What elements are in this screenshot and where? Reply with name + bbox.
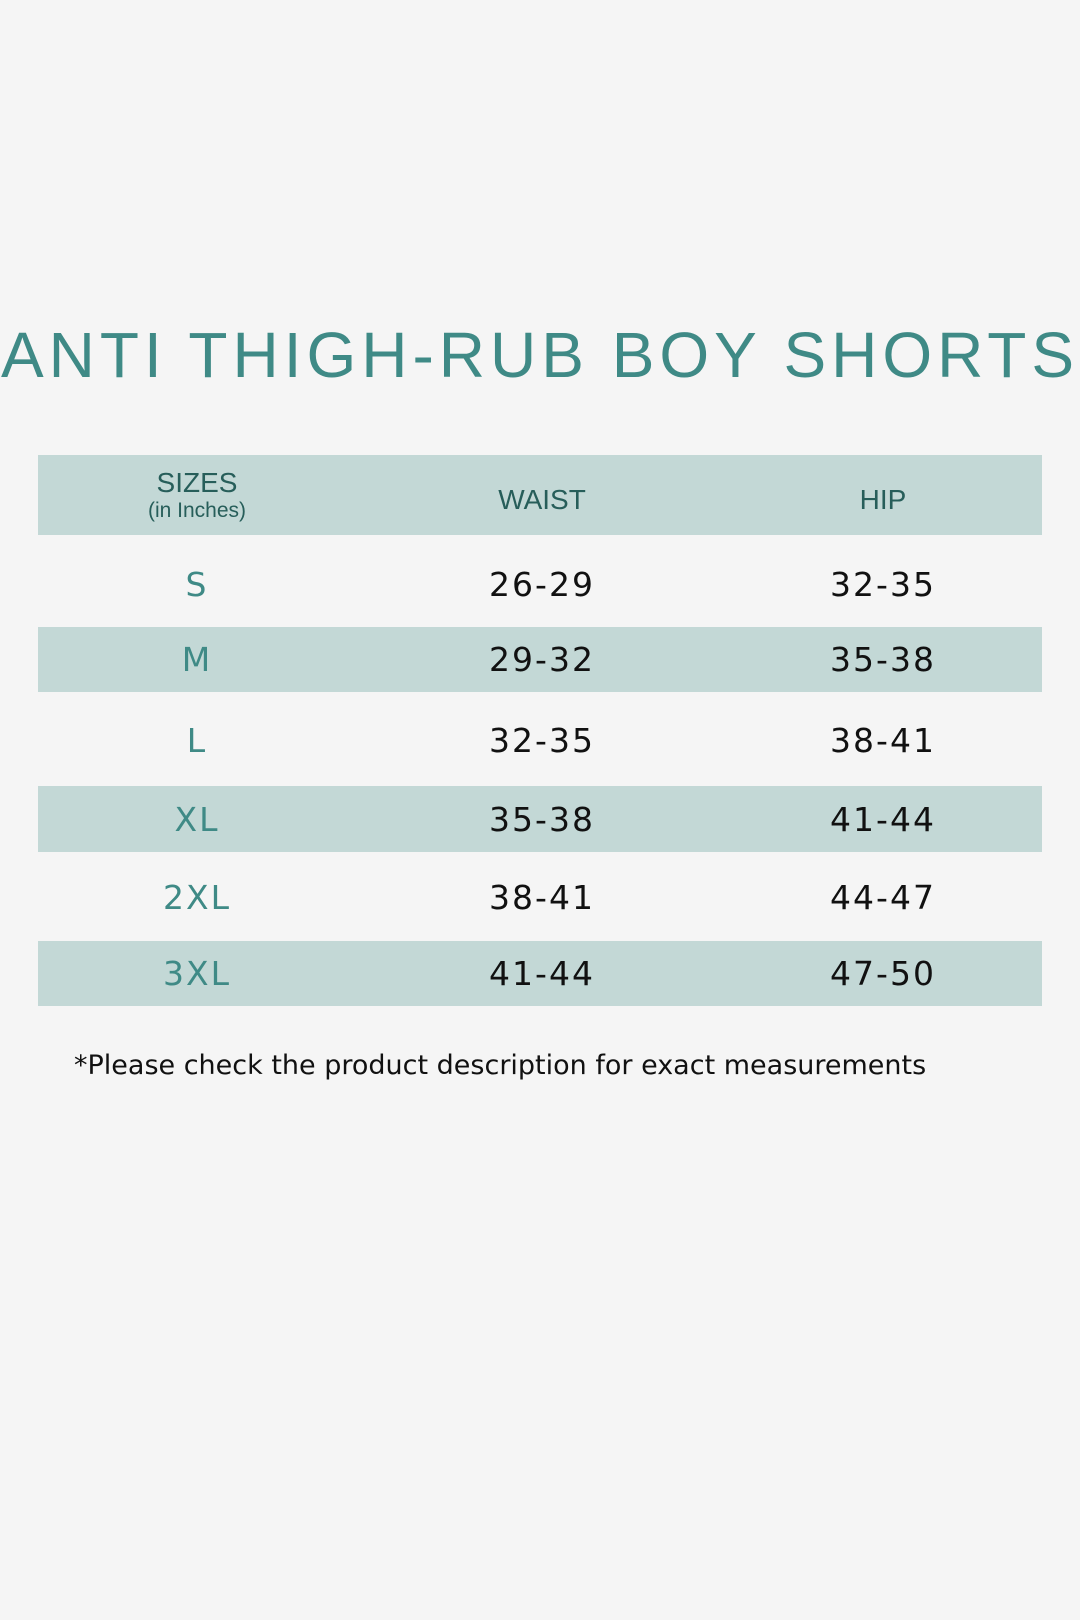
header-hip: HIP xyxy=(859,484,907,515)
table-row: S 26-29 32-35 xyxy=(38,547,1042,622)
waist-cell: 41-44 xyxy=(489,954,595,993)
hip-cell: 35-38 xyxy=(830,640,936,679)
waist-cell: 29-32 xyxy=(489,640,595,679)
hip-cell: 38-41 xyxy=(830,721,936,760)
footnote: *Please check the product description fo… xyxy=(74,1050,927,1081)
waist-cell: 26-29 xyxy=(489,565,595,604)
table-row: XL 35-38 41-44 xyxy=(38,786,1042,852)
hip-cell: 44-47 xyxy=(830,878,936,917)
size-cell: 2XL xyxy=(163,878,231,917)
table-row: M 29-32 35-38 xyxy=(38,627,1042,692)
waist-cell: 38-41 xyxy=(489,878,595,917)
table-row: L 32-35 38-41 xyxy=(38,703,1042,778)
header-sizes: SIZES (in Inches) xyxy=(38,455,356,535)
table-header: SIZES (in Inches) WAIST HIP xyxy=(38,455,1042,535)
waist-cell: 35-38 xyxy=(489,799,595,839)
hip-cell: 47-50 xyxy=(830,954,936,993)
hip-cell: 32-35 xyxy=(830,565,936,604)
size-cell: XL xyxy=(174,799,220,839)
size-cell: M xyxy=(181,640,213,679)
size-cell: L xyxy=(186,721,208,760)
page-title: ANTI THIGH-RUB BOY SHORTS xyxy=(0,319,1080,391)
header-sizes-sublabel: (in Inches) xyxy=(147,499,247,522)
table-row: 2XL 38-41 44-47 xyxy=(38,860,1042,935)
size-cell: 3XL xyxy=(163,954,231,993)
waist-cell: 32-35 xyxy=(489,721,595,760)
header-waist: WAIST xyxy=(498,484,586,515)
size-cell: S xyxy=(185,565,209,604)
hip-cell: 41-44 xyxy=(830,799,936,839)
table-row: 3XL 41-44 47-50 xyxy=(38,941,1042,1006)
header-sizes-label: SIZES xyxy=(156,467,238,498)
